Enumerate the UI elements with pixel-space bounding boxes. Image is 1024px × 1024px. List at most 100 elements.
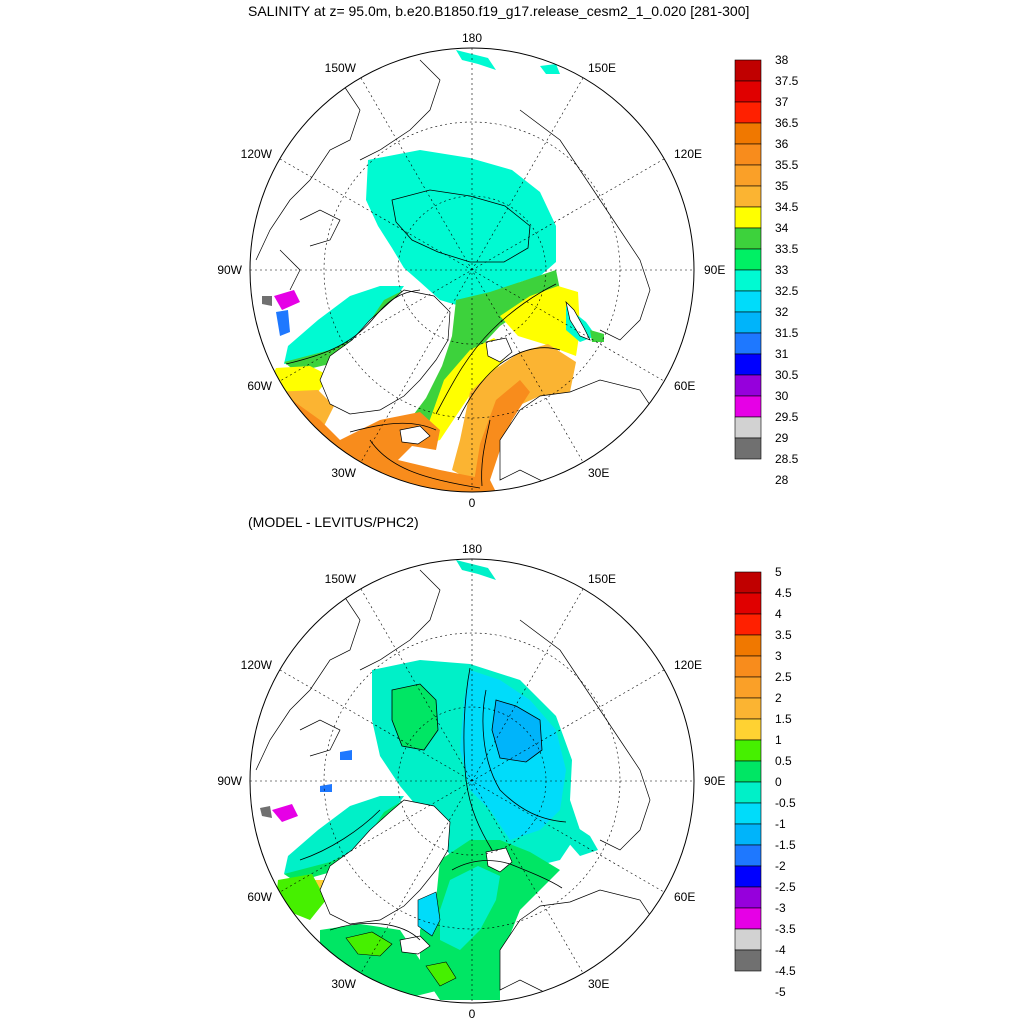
canada-basin-green	[391, 683, 439, 751]
lon-label-90w: 90W	[217, 263, 242, 277]
colorbar-tick-label: -5	[775, 985, 786, 999]
lon-label-0: 0	[469, 1007, 476, 1021]
colorbar-tick-label: 0.5	[775, 754, 792, 768]
salinity-difference-map: 180 0 90W 90E 150W 120W 150E 120E 60W 30…	[217, 542, 725, 1021]
contour-line	[463, 667, 493, 851]
greenland-sea-yellow	[420, 338, 510, 446]
colorbar-tick-label: -4	[775, 943, 786, 957]
colorbar-tick-label: 30	[775, 389, 789, 403]
contour-line	[451, 860, 563, 889]
colorbar-swatch	[734, 781, 762, 804]
colorbar-tick-label: -3.5	[775, 922, 796, 936]
coastline	[359, 569, 441, 671]
graticule	[250, 48, 694, 492]
colorbar-tick-label: 2.5	[775, 670, 792, 684]
colorbar-tick-label: -4.5	[775, 964, 796, 978]
colorbar-tick-label: 3	[775, 649, 782, 663]
colorbar-tick-label: -1	[775, 817, 786, 831]
colorbar-tick-label: 4	[775, 607, 782, 621]
colorbar-swatch	[734, 248, 762, 271]
lon-label-120w: 120W	[241, 147, 273, 161]
colorbar-swatch	[734, 907, 762, 930]
colorbar-tick-label: -3	[775, 901, 786, 915]
colorbar-swatch	[734, 949, 762, 972]
colorbar-tick-label: -0.5	[775, 796, 796, 810]
colorbar-tick-label: 1.5	[775, 712, 792, 726]
lon-label-150w: 150W	[325, 61, 357, 75]
colorbar-tick-label: 33.5	[775, 242, 799, 256]
lon-label-30e: 30E	[588, 977, 609, 991]
map-boundary	[249, 558, 695, 1004]
lon-label-30w: 30W	[331, 466, 356, 480]
colorbar-tick-label: 29.5	[775, 410, 799, 424]
colorbar-tick-label: 5	[775, 565, 782, 579]
colorbar-swatch	[734, 416, 762, 439]
plot-title: SALINITY at z= 95.0m, b.e20.B1850.f19_g1…	[248, 3, 750, 19]
colorbar-tick-label: 32	[775, 305, 789, 319]
contour-line	[482, 689, 567, 823]
colorbar-swatch	[734, 697, 762, 720]
colorbar-tick-label: 2	[775, 691, 782, 705]
lon-label-120e: 120E	[674, 658, 702, 672]
colorbar-swatch	[734, 844, 762, 867]
contour-line	[299, 809, 381, 861]
archipelago-channel-fill	[284, 286, 404, 364]
kara-sea-green	[590, 330, 604, 342]
colorbar-tick-label: 35	[775, 179, 789, 193]
greenland-landmass	[319, 289, 451, 415]
colorbar-tick-label: -2.5	[775, 880, 796, 894]
colorbar-tick-label: 31.5	[775, 326, 799, 340]
beaufort-negative-core	[491, 699, 543, 763]
colorbar-swatch	[734, 802, 762, 825]
lon-label-150e: 150E	[588, 61, 616, 75]
hudson-strait-magenta	[274, 290, 300, 310]
colorbar-swatch	[734, 59, 762, 82]
salinity-field	[255, 50, 661, 492]
novaya-zemlya-landmass	[565, 300, 591, 341]
colorbar-tick-label: 37	[775, 95, 789, 109]
greenland-landmass	[319, 799, 451, 925]
colorbar-tick-label: 35.5	[775, 158, 799, 172]
beaufort-gyre-fill	[391, 189, 531, 263]
colorbar-swatch	[734, 760, 762, 783]
coastline	[359, 59, 441, 161]
colorbar-swatch	[734, 886, 762, 909]
hudson-strait-grey	[262, 296, 272, 306]
lon-label-30e: 30E	[588, 466, 609, 480]
lon-label-30w: 30W	[331, 977, 356, 991]
contour-line	[285, 289, 421, 365]
coastline	[255, 79, 361, 291]
lon-label-60w: 60W	[247, 890, 272, 904]
scandinavia-landmass	[499, 889, 661, 1001]
contour-line	[369, 439, 481, 489]
contour-line	[435, 283, 557, 415]
colorbar-tick-label: 30.5	[775, 368, 799, 382]
colorbar-tick-label: 38	[775, 53, 789, 67]
difference-field	[255, 560, 661, 1001]
hudson-grey	[260, 806, 272, 818]
colorbar-tick-label: 32.5	[775, 284, 799, 298]
salinity-map: 180 0 90W 90E 150W 120W 150E 120E 60W 30…	[217, 31, 725, 510]
colorbar-swatch	[734, 80, 762, 103]
coastline	[519, 619, 651, 851]
colorbar-swatch	[734, 374, 762, 397]
colorbar-swatch	[734, 332, 762, 355]
colorbar-swatch	[734, 592, 762, 615]
colorbar-tick-label: 34.5	[775, 200, 799, 214]
coastline	[255, 589, 361, 771]
colorbar-swatch	[734, 718, 762, 741]
colorbar-swatch	[734, 634, 762, 657]
lon-label-60w: 60W	[247, 379, 272, 393]
colorbar-tick-label: 31	[775, 347, 789, 361]
lon-label-90e: 90E	[704, 263, 725, 277]
bering-cyan	[456, 560, 496, 580]
north-atlantic-lightgreen	[345, 931, 393, 957]
chukchi-cyan	[540, 64, 560, 74]
colorbar-swatch	[734, 353, 762, 376]
bering-strait-cyan	[456, 50, 496, 70]
colorbar-tick-label: 28	[775, 473, 789, 487]
colorbar-swatch	[734, 676, 762, 699]
lon-label-90e: 90E	[704, 774, 725, 788]
east-greenland-lightblue	[417, 891, 441, 937]
colorbar-swatch	[734, 437, 762, 460]
